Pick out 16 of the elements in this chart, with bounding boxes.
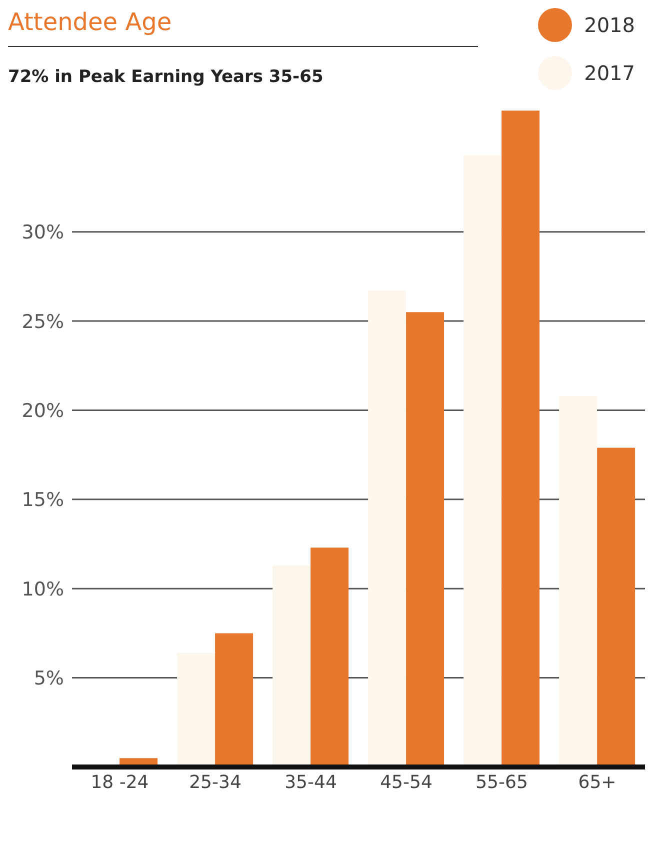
x-tick-label: 65+ bbox=[578, 772, 616, 793]
x-tick-label: 55-65 bbox=[476, 772, 528, 793]
y-tick-label: 5% bbox=[34, 668, 64, 690]
y-tick-label: 15% bbox=[22, 489, 64, 512]
chart-subtitle: 72% in Peak Earning Years 35-65 bbox=[8, 67, 324, 87]
chart-title: Attendee Age bbox=[8, 8, 478, 47]
x-tick-label: 25-34 bbox=[189, 772, 242, 793]
legend-label: 2017 bbox=[584, 61, 635, 85]
x-tick-label: 45-54 bbox=[380, 772, 432, 793]
y-tick-label: 20% bbox=[22, 400, 64, 422]
y-tick-label: 30% bbox=[22, 222, 64, 244]
y-tick-label: 25% bbox=[22, 310, 64, 333]
x-tick-label: 35-44 bbox=[284, 772, 337, 793]
y-tick-label: 10% bbox=[22, 578, 64, 600]
x-tick-label: 18 -24 bbox=[90, 772, 149, 793]
legend-label: 2018 bbox=[584, 13, 635, 37]
